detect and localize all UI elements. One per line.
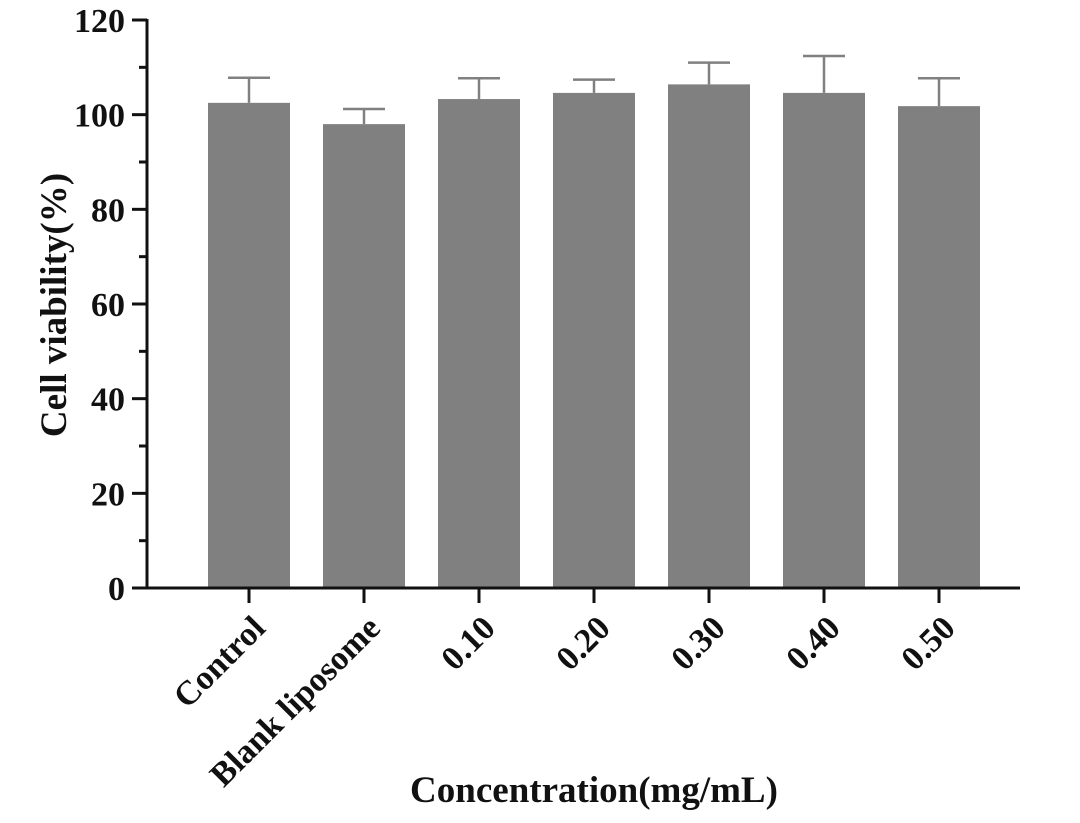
x-tick-label: 0.40 (779, 609, 847, 677)
axes-layer (132, 18, 1020, 603)
x-tick-label: 0.20 (549, 609, 617, 677)
bars-layer (208, 84, 980, 589)
y-tick-label: 80 (91, 192, 125, 229)
y-tick-label: 0 (108, 571, 125, 608)
x-tick-label: 0.50 (894, 609, 962, 677)
error-bars-layer (228, 54, 960, 125)
y-axis-title: Cell viability(%) (34, 173, 75, 437)
x-tick-label: 0.10 (434, 609, 502, 677)
y-tick-labels: 0 20 40 60 80 100 120 (74, 3, 125, 608)
bar (668, 84, 750, 588)
bar (898, 106, 980, 588)
x-tick-label: 0.30 (664, 609, 732, 677)
y-tick-label: 100 (74, 98, 125, 135)
bar (208, 102, 290, 588)
bar (438, 99, 520, 589)
bar (783, 92, 865, 588)
y-tick-label: 120 (74, 3, 125, 40)
y-tick-label: 40 (91, 382, 125, 419)
bar (323, 124, 405, 588)
y-tick-label: 20 (91, 476, 125, 513)
x-tick-label: Control (167, 609, 273, 715)
x-axis-title: Concentration(mg/mL) (410, 770, 778, 811)
y-tick-label: 60 (91, 287, 125, 324)
bar (553, 92, 635, 588)
